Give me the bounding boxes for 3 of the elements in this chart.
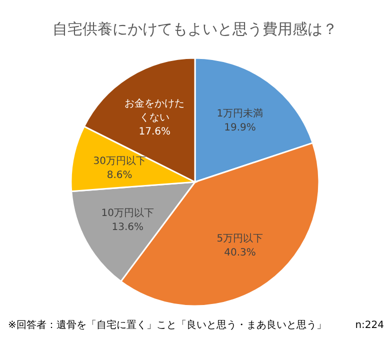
annotation: ※回答者：遺骨を「自宅に置く」こと「良いと思う・まあ良いと思う」: [8, 320, 326, 331]
annotation: n:224: [355, 320, 384, 331]
title: 自宅供養にかけてもよいと思う費用感は？: [52, 20, 338, 38]
